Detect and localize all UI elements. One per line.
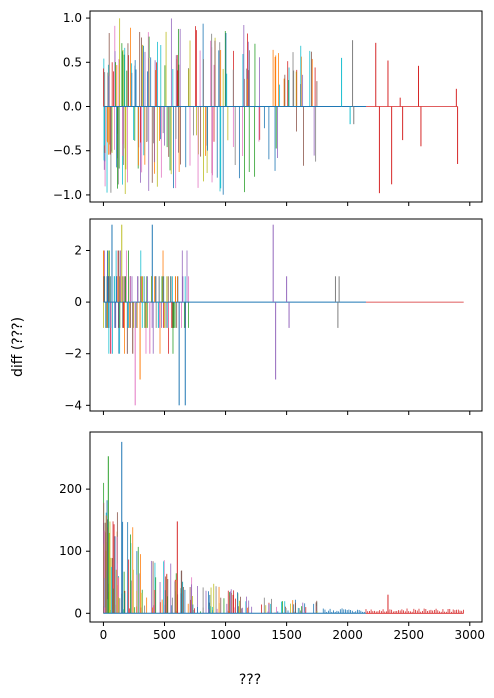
panel-middle: −4 −2 0 2: [64, 218, 483, 415]
x-tick-label: 0: [100, 628, 108, 642]
axes-frame: [89, 431, 483, 623]
x-tick-label: 1000: [210, 628, 241, 642]
figure-xlabel: ???: [239, 672, 261, 688]
trace-lines: [103, 18, 318, 195]
x-tick-label: 1500: [271, 628, 302, 642]
x-tick-label: 3000: [455, 628, 486, 642]
y-tick-label: 1.0: [63, 11, 82, 25]
y-tick-label: 2: [74, 243, 82, 257]
y-tick-label: −4: [64, 398, 82, 412]
axes-frame: [89, 218, 483, 412]
figure-ylabel: diff (???): [10, 317, 26, 377]
y-tick-label: 200: [59, 482, 82, 496]
trace-lines: [103, 482, 318, 614]
y-tick-label: 0: [74, 606, 82, 620]
panel-top: −1.0 −0.5 0.0 0.5 1.0: [53, 10, 483, 206]
y-tick-label: 0.5: [63, 55, 82, 69]
x-tick-label: 2500: [393, 628, 424, 642]
x-tick-label: 500: [153, 628, 176, 642]
y-tick-label: 0.0: [63, 100, 82, 114]
x-tick-label: 2000: [332, 628, 363, 642]
y-tick-label: −0.5: [53, 144, 82, 158]
plot-area: [103, 224, 464, 406]
y-tick-label: 100: [59, 544, 82, 558]
plot-area: [103, 441, 464, 614]
y-tick-label: −1.0: [53, 188, 82, 202]
y-tick-label: −2: [64, 347, 82, 361]
y-tick-label: 0: [74, 295, 82, 309]
plot-area: [103, 18, 459, 195]
panel-bottom: 0 500 1000 1500 2000 2500 3000 0 100 200: [59, 431, 486, 642]
